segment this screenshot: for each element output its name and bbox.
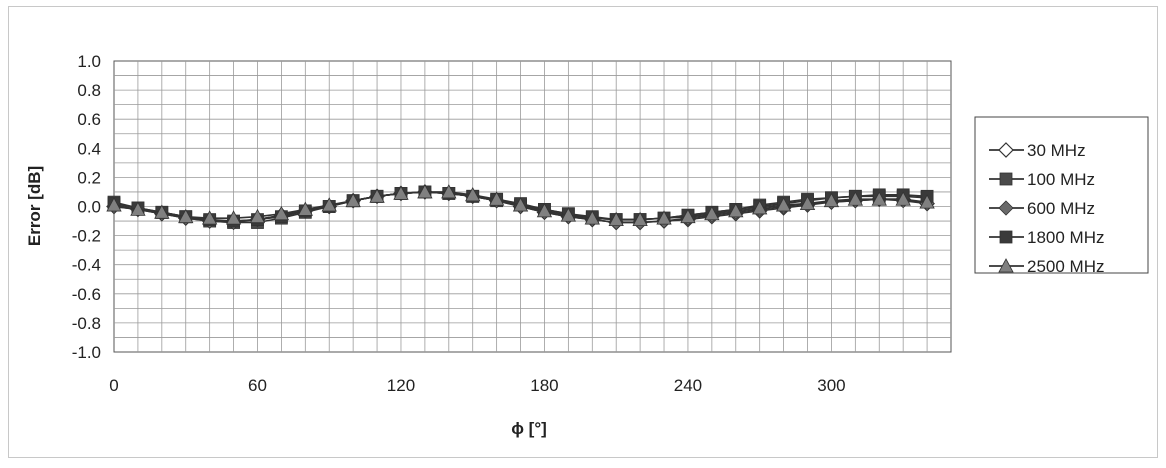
data-point <box>560 207 577 222</box>
y-tick-label: 0.2 <box>77 168 101 187</box>
data-point <box>465 187 481 202</box>
data-point <box>225 210 242 225</box>
data-point <box>799 195 816 210</box>
x-axis-ticks: 0 60 120 180 240 300 <box>109 376 845 395</box>
y-tick-label: 0.0 <box>77 198 101 217</box>
legend-item: 2500 MHz <box>989 257 1104 276</box>
data-point <box>512 197 529 212</box>
legend-label: 1800 MHz <box>1027 228 1104 247</box>
legend-label: 30 MHz <box>1027 141 1086 160</box>
data-point <box>847 191 864 206</box>
data-point <box>823 192 840 208</box>
data-point <box>201 210 218 225</box>
legend-item: 100 MHz <box>989 170 1095 189</box>
legend-item: 30 MHz <box>989 141 1086 160</box>
data-point <box>369 188 385 203</box>
data-point <box>536 203 553 218</box>
legend-label: 2500 MHz <box>1027 257 1104 276</box>
x-tick-label: 60 <box>248 376 267 395</box>
data-point <box>273 205 290 221</box>
y-tick-label: 0.4 <box>77 139 101 158</box>
data-point <box>178 208 194 224</box>
legend-marker <box>999 230 1013 244</box>
legend-marker <box>998 142 1014 158</box>
y-tick-label: 1.0 <box>77 52 101 71</box>
data-point <box>775 197 792 212</box>
data-point <box>871 191 887 206</box>
legend-label: 100 MHz <box>1027 170 1095 189</box>
y-tick-label: 0.6 <box>77 110 101 129</box>
legend-label: 600 MHz <box>1027 199 1095 218</box>
legend-marker <box>998 258 1014 273</box>
data-point <box>728 203 744 218</box>
x-tick-label: 240 <box>674 376 702 395</box>
legend: 30 MHz 100 MHz 600 MHz 1800 MHz 2500 MHz <box>974 116 1149 276</box>
x-tick-label: 0 <box>109 376 118 395</box>
data-point <box>297 201 313 216</box>
data-point <box>680 208 696 224</box>
x-tick-label: 120 <box>387 376 415 395</box>
data-point <box>656 210 672 225</box>
data-point <box>130 201 146 216</box>
data-point <box>919 194 935 209</box>
y-axis-ticks: 1.0 0.8 0.6 0.4 0.2 0.0 -0.2 -0.4 -0.6 -0.8 -1.0 <box>72 52 101 362</box>
data-point <box>321 197 337 212</box>
data-point <box>608 211 624 226</box>
data-point <box>752 200 768 215</box>
y-tick-label: -0.4 <box>72 256 101 275</box>
x-tick-label: 180 <box>530 376 558 395</box>
y-tick-label: -0.8 <box>72 314 101 333</box>
x-axis-title: ϕ [°] <box>511 419 547 438</box>
legend-item: 600 MHz <box>989 199 1095 218</box>
x-tick-label: 300 <box>817 376 845 395</box>
legend-marker <box>999 172 1013 186</box>
data-point <box>632 211 648 226</box>
y-tick-label: 0.8 <box>77 81 101 100</box>
y-tick-label: -0.6 <box>72 285 101 304</box>
data-point <box>584 210 600 225</box>
data-point <box>488 191 505 206</box>
legend-box <box>974 116 1149 274</box>
data-point <box>895 191 911 206</box>
data-point <box>106 197 122 212</box>
legend-marker <box>998 200 1014 216</box>
y-tick-label: -1.0 <box>72 343 101 362</box>
series-group <box>106 184 935 231</box>
data-point <box>417 184 433 199</box>
data-point <box>393 185 409 200</box>
data-point <box>154 204 170 219</box>
legend-item: 1800 MHz <box>989 228 1104 247</box>
data-point <box>249 208 266 224</box>
data-point <box>345 192 361 208</box>
series-4 <box>106 184 935 226</box>
data-point <box>704 205 720 221</box>
y-tick-label: -0.2 <box>72 227 101 246</box>
data-point <box>441 184 457 199</box>
y-axis-title: Error [dB] <box>25 166 44 246</box>
